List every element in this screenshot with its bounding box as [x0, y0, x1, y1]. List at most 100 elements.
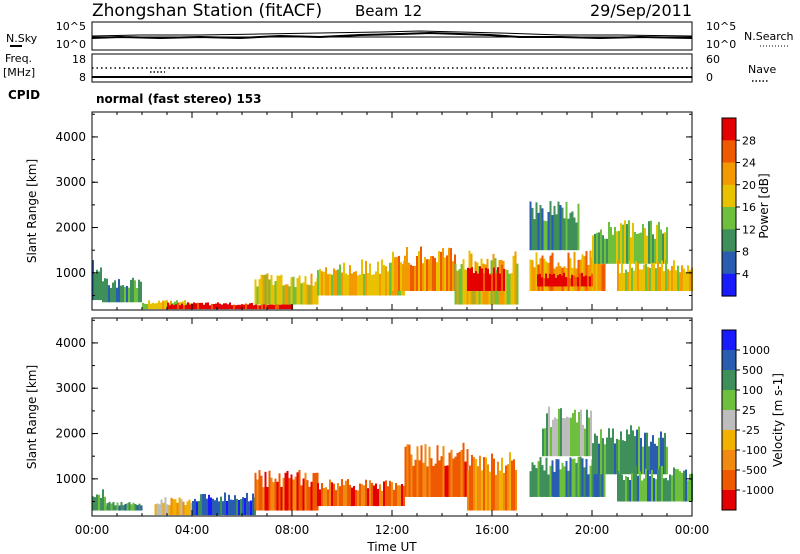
heatmap-cell [544, 428, 546, 457]
heatmap-cell [450, 449, 453, 497]
heatmap-region [92, 260, 102, 301]
heatmap-cell [603, 251, 606, 291]
heatmap-cell [416, 446, 419, 497]
heatmap-cell [669, 270, 671, 291]
heatmap-cell [529, 201, 532, 251]
heatmap-cell [575, 222, 578, 251]
heatmap-cell [588, 417, 590, 457]
heatmap-cell [565, 277, 567, 287]
heatmap-cell [501, 264, 503, 291]
power-colorbar-tick: 16 [742, 201, 756, 214]
heatmap-cell [679, 471, 681, 502]
heatmap-region [104, 501, 143, 511]
heatmap-cell [164, 300, 166, 310]
heatmap-cell [92, 496, 94, 511]
heatmap-cell [280, 274, 283, 305]
heatmap-cell [618, 230, 620, 264]
heatmap-cell [408, 262, 410, 291]
heatmap-cell [581, 272, 583, 287]
heatmap-cell [152, 302, 154, 310]
heatmap-cell [341, 479, 343, 506]
heatmap-cell [226, 501, 228, 516]
heatmap-cell [665, 260, 667, 291]
heatmap-cell [666, 227, 668, 264]
heatmap-cell [450, 248, 452, 291]
heatmap-cell [513, 459, 515, 511]
heatmap-cell [199, 302, 201, 310]
heatmap-cell [285, 303, 287, 310]
heatmap-cell [367, 488, 369, 506]
heatmap-cell [333, 483, 335, 507]
heatmap-cell [493, 458, 495, 511]
heatmap-cell [418, 460, 421, 497]
heatmap-cell [567, 218, 570, 251]
heatmap-cell [454, 456, 457, 497]
heatmap-cell [633, 466, 635, 502]
heatmap-cell [452, 261, 454, 291]
heatmap-cell [561, 462, 564, 497]
heatmap-cell [549, 273, 551, 287]
heatmap-cell [426, 259, 428, 291]
heatmap-cell [412, 465, 415, 497]
heatmap-cell [223, 303, 225, 310]
heatmap-cell [120, 285, 122, 303]
heatmap-cell [650, 220, 652, 264]
heatmap-cell [130, 279, 132, 303]
heatmap-cell [661, 260, 663, 291]
heatmap-cell [241, 304, 243, 310]
heatmap-cell [681, 472, 683, 502]
heatmap-cell [254, 279, 257, 305]
heatmap-cell [292, 276, 295, 305]
heatmap-cell [371, 482, 373, 507]
heatmap-cell [559, 274, 561, 287]
heatmap-cell [392, 251, 394, 291]
heatmap-cell [335, 270, 337, 296]
heatmap-cell [420, 246, 422, 291]
heatmap-region [617, 260, 693, 291]
heatmap-cell [183, 305, 185, 310]
heatmap-cell [414, 265, 416, 291]
heatmap-cell [440, 456, 443, 497]
heatmap-cell [349, 265, 351, 296]
heatmap-cell [539, 457, 542, 497]
heatmap-cell [632, 430, 634, 475]
heatmap-cell [602, 438, 604, 475]
heatmap-cell [604, 238, 606, 264]
power-colorbar-tick: 24 [742, 157, 756, 170]
heatmap-cell [195, 303, 197, 310]
heatmap-cell [656, 224, 658, 264]
heatmap-region [529, 456, 606, 497]
heatmap-cell [371, 274, 373, 296]
heatmap-cell [650, 441, 652, 475]
nsearch-tick-bottom: 10^0 [706, 38, 736, 51]
heatmap-cell [634, 436, 636, 475]
heatmap-cell [156, 503, 159, 516]
heatmap-cell [102, 281, 104, 303]
heatmap-cell [575, 462, 578, 497]
heatmap-cell [627, 477, 629, 502]
heatmap-cell [310, 481, 313, 511]
heatmap-cell [325, 487, 327, 506]
heatmap-cell [543, 470, 546, 497]
heatmap-cell [171, 304, 173, 310]
heatmap-cell [635, 465, 637, 502]
heatmap-cell [94, 273, 96, 301]
velocity-cells [92, 406, 693, 516]
y-tick-label: 2000 [55, 221, 86, 235]
heatmap-cell [541, 465, 544, 497]
colorbar-swatch [722, 430, 736, 451]
heatmap-cell [651, 470, 653, 502]
heatmap-cell [212, 498, 214, 516]
heatmap-cell [662, 437, 664, 475]
heatmap-cell [436, 262, 438, 291]
heatmap-cell [278, 473, 281, 511]
heatmap-cell [541, 255, 544, 291]
heatmap-cell [189, 304, 191, 310]
heatmap-cell [543, 258, 546, 291]
heatmap-cell [456, 270, 459, 305]
heatmap-cell [464, 269, 467, 305]
heatmap-cell [432, 466, 435, 497]
heatmap-cell [184, 505, 187, 516]
heatmap-cell [134, 504, 137, 511]
heatmap-cell [282, 285, 285, 305]
